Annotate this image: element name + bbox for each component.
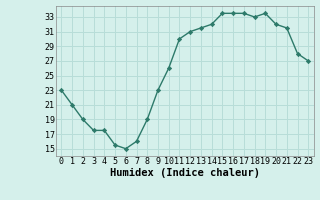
X-axis label: Humidex (Indice chaleur): Humidex (Indice chaleur)	[110, 168, 260, 178]
